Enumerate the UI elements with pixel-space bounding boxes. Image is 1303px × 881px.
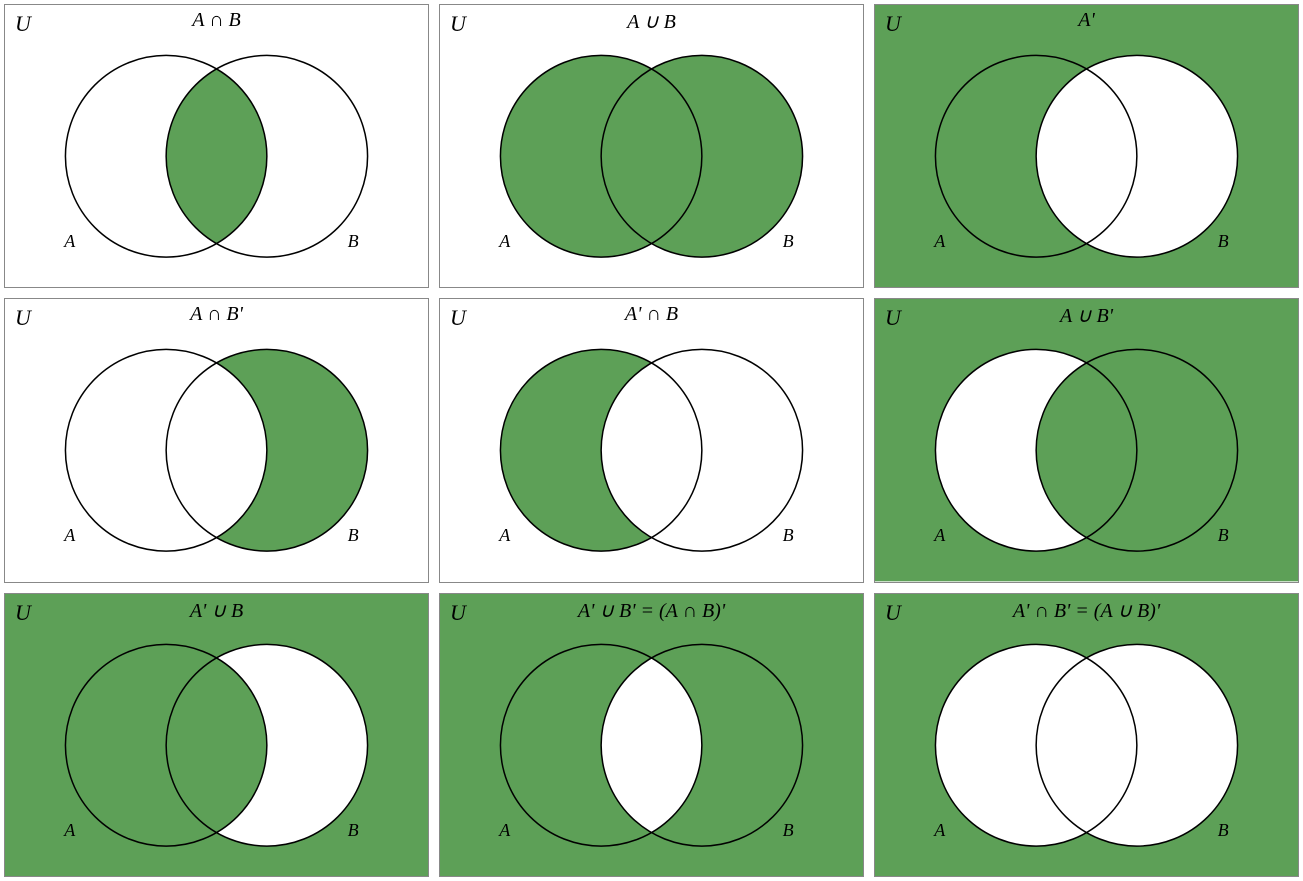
set-a-label: A — [499, 820, 510, 841]
venn-cell-B_minus_A: U A' ∩ B A B — [439, 298, 864, 582]
universe-label: U — [15, 305, 31, 331]
set-a-label: A — [934, 525, 945, 546]
venn-title: A ∪ B' — [1060, 303, 1113, 328]
venn-title: A ∩ B' — [190, 303, 243, 326]
set-b-label: B — [348, 820, 359, 841]
venn-cell-A_union_Bcomp: U A ∪ B' A B — [874, 298, 1299, 582]
set-b-label: B — [348, 231, 359, 252]
venn-title: A' ∩ B' = (A ∪ B)' — [1013, 598, 1160, 623]
set-a-label: A — [64, 231, 75, 252]
venn-cell-intersection: U A ∩ B A B — [4, 4, 429, 288]
set-b-label: B — [1218, 525, 1229, 546]
venn-title: A' ∩ B — [625, 303, 678, 326]
venn-cell-A_minus_B: U A ∩ B' A B — [4, 298, 429, 582]
venn-title: A' — [1078, 9, 1095, 32]
venn-cell-demorgan2: U A' ∩ B' = (A ∪ B)' A B — [874, 593, 1299, 877]
venn-cell-union: U A ∪ B A B — [439, 4, 864, 288]
set-b-label: B — [348, 525, 359, 546]
set-a-label: A — [934, 820, 945, 841]
set-b-label: B — [783, 231, 794, 252]
universe-label: U — [885, 305, 901, 331]
universe-label: U — [450, 305, 466, 331]
universe-label: U — [885, 600, 901, 626]
universe-label: U — [450, 11, 466, 37]
venn-cell-demorgan1: U A' ∪ B' = (A ∩ B)' A B — [439, 593, 864, 877]
set-b-label: B — [783, 820, 794, 841]
venn-title: A' ∪ B — [190, 598, 243, 623]
universe-label: U — [15, 11, 31, 37]
venn-title: A ∪ B — [627, 9, 676, 34]
universe-label: U — [450, 600, 466, 626]
venn-cell-Acomp_union_B: U A' ∪ B A B — [4, 593, 429, 877]
universe-label: U — [885, 11, 901, 37]
set-a-label: A — [64, 525, 75, 546]
set-b-label: B — [1218, 231, 1229, 252]
set-a-label: A — [499, 231, 510, 252]
venn-grid: UA ∩ BABUA ∪ BABUA'ABUA ∩ B'ABUA' ∩ BABU… — [0, 0, 1303, 881]
set-a-label: A — [64, 820, 75, 841]
venn-cell-complement_A: U A' A B — [874, 4, 1299, 288]
universe-label: U — [15, 600, 31, 626]
set-b-label: B — [1218, 820, 1229, 841]
venn-title: A ∩ B — [192, 9, 241, 32]
set-b-label: B — [783, 525, 794, 546]
set-a-label: A — [934, 231, 945, 252]
set-a-label: A — [499, 525, 510, 546]
venn-title: A' ∪ B' = (A ∩ B)' — [578, 598, 725, 623]
